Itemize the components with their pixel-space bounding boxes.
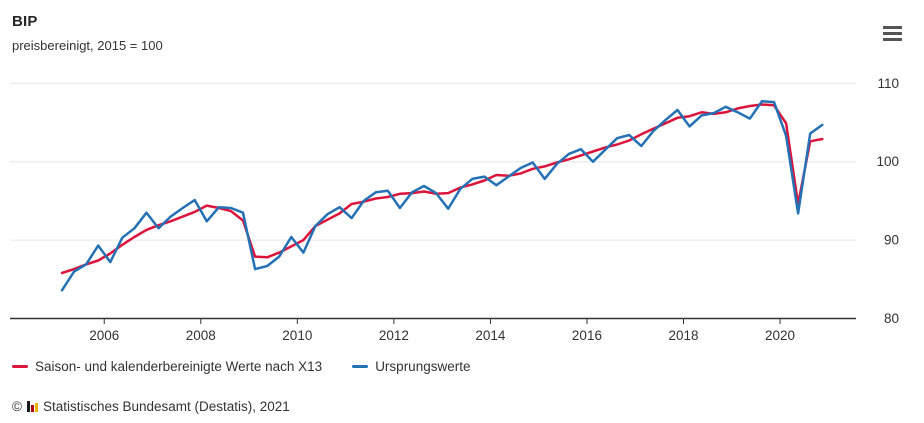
y-axis-label-90: 90 [884,233,899,248]
destatis-logo-icon [26,401,38,412]
chart-legend: Saison- und kalenderbereinigte Werte nac… [12,359,470,374]
series-line-original [60,100,824,292]
chart-export-menu-button[interactable] [879,20,907,46]
chart-subtitle: preisbereinigt, 2015 = 100 [12,38,163,53]
x-axis-label-2006: 2006 [89,328,119,343]
page-title: BIP [12,13,38,30]
x-axis-label-2008: 2008 [186,328,216,343]
legend-marker-adjusted-icon [12,365,28,368]
legend-marker-original-icon [352,365,369,368]
x-axis-label-2020: 2020 [765,328,795,343]
x-axis-label-2016: 2016 [572,328,602,343]
legend-label: Ursprungswerte [375,359,471,374]
legend-item-original[interactable]: Ursprungswerte [352,359,470,374]
legend-item-adjusted[interactable]: Saison- und kalenderbereinigte Werte nac… [12,359,322,374]
x-axis-label-2010: 2010 [282,328,312,343]
source-text: Statistisches Bundesamt (Destatis), 2021 [42,399,290,414]
series-line-adjusted [60,103,824,275]
x-axis-label-2012: 2012 [379,328,409,343]
copyright-symbol: © [12,399,22,414]
x-axis-label-2018: 2018 [668,328,698,343]
y-axis-label-80: 80 [884,311,899,326]
x-axis-label-2014: 2014 [475,328,506,343]
y-axis-label-100: 100 [876,154,899,169]
y-axis-label-110: 110 [877,76,899,91]
legend-label: Saison- und kalenderbereinigte Werte nac… [35,359,323,374]
source-attribution: © Statistisches Bundesamt (Destatis), 20… [12,399,290,414]
